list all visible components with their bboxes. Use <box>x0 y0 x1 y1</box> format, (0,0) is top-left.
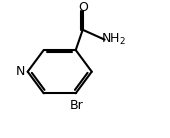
Text: O: O <box>78 1 88 14</box>
Text: NH$_2$: NH$_2$ <box>100 32 125 47</box>
Text: Br: Br <box>70 99 83 112</box>
Text: N: N <box>16 65 25 78</box>
